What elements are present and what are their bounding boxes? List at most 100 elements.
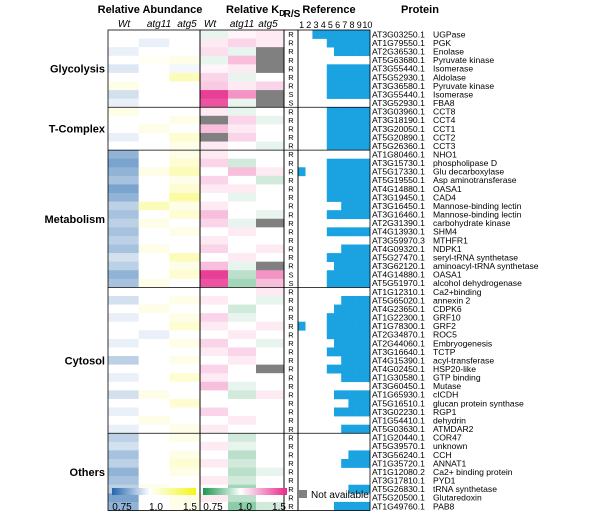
abundance-cell — [169, 424, 201, 434]
protein-label: CAD4 — [433, 192, 456, 202]
reference-cell — [341, 501, 349, 511]
kd-cell — [228, 441, 257, 451]
reference-cell — [355, 158, 364, 168]
kd-cell — [200, 433, 229, 443]
reference-cell — [362, 81, 371, 91]
reference-cell — [334, 321, 342, 331]
locus-label: AT5G20500.1 — [372, 493, 425, 503]
abundance-cell — [169, 184, 201, 194]
reference-cell — [334, 64, 342, 74]
abundance-cell — [138, 501, 170, 511]
kd-cell — [256, 158, 285, 168]
abundance-cell — [138, 347, 170, 357]
kd-cell — [228, 107, 257, 117]
reference-cell — [348, 167, 356, 177]
rs-label: S — [288, 99, 293, 108]
locus-label: AT4G23650.1 — [372, 304, 425, 314]
abundance-cell — [138, 64, 170, 74]
kd-cell — [200, 373, 229, 383]
reference-cell — [362, 501, 371, 511]
protein-label: Isomerase — [433, 64, 473, 74]
reference-cell — [326, 141, 335, 151]
rs-label: R — [288, 485, 294, 494]
kd-cell — [256, 38, 285, 48]
abundance-cell — [169, 493, 201, 503]
locus-label: AT3G16450.1 — [372, 201, 425, 211]
protein-label: acyl-transferase — [433, 355, 494, 365]
reference-cell — [326, 38, 335, 48]
reference-cell — [355, 115, 364, 125]
rs-label: R — [288, 296, 294, 305]
kd-cell — [228, 416, 257, 425]
reference-cell — [348, 253, 356, 262]
abundance-cell — [108, 90, 139, 99]
abundance-cell — [108, 501, 139, 511]
abundance-cell — [108, 467, 139, 477]
abundance-cell — [169, 278, 201, 288]
reference-cell — [334, 407, 342, 417]
locus-label: AT3G16460.1 — [372, 210, 425, 220]
protein-label: Mannose-binding lectin — [433, 201, 522, 211]
rs-label: R — [288, 442, 294, 451]
kd-cell — [228, 175, 257, 185]
reference-cell — [362, 47, 371, 57]
kd-cell — [228, 72, 257, 82]
rs-label: R — [288, 493, 294, 502]
abundance-cell — [138, 373, 170, 383]
reference-cell — [355, 175, 364, 185]
reference-cell — [348, 459, 356, 468]
reference-cell — [334, 501, 342, 511]
protein-label: PGK — [433, 38, 451, 48]
kd-cell — [256, 90, 285, 99]
kd-cell — [256, 235, 285, 245]
reference-cell — [326, 184, 335, 194]
rs-label: R — [288, 219, 294, 228]
abundance-cell — [138, 107, 170, 117]
abundance-cell — [169, 287, 201, 297]
kd-cell — [256, 184, 285, 194]
locus-label: AT4G13930.1 — [372, 227, 425, 237]
abundance-cell — [138, 287, 170, 297]
locus-label: AT4G14880.1 — [372, 184, 425, 194]
locus-label: AT1G49760.1 — [372, 501, 425, 511]
kd-cell — [200, 175, 229, 185]
reference-cell — [362, 407, 371, 417]
rs-label: R — [288, 262, 294, 271]
abundance-cell — [108, 441, 139, 451]
reference-cell — [362, 364, 371, 374]
kd-cell — [200, 55, 229, 65]
kd-cell — [256, 390, 285, 400]
kd-cell — [256, 338, 285, 348]
kd-cell — [200, 150, 229, 159]
protein-label: Asp aminotransferase — [433, 175, 517, 185]
kd-cell — [200, 390, 229, 400]
reference-cell — [341, 261, 349, 271]
reference-cell — [348, 390, 356, 400]
abundance-cell — [169, 38, 201, 48]
kd-cell — [200, 347, 229, 357]
abundance-cell — [108, 244, 139, 254]
kd-cell — [256, 330, 285, 340]
reference-cell — [348, 398, 356, 408]
kd-cell — [256, 356, 285, 365]
rs-label: R — [288, 365, 294, 374]
protein-label: GRF2 — [433, 321, 456, 331]
reference-cell — [326, 330, 335, 340]
reference-cell — [348, 210, 356, 220]
reference-cell — [362, 244, 371, 254]
protein-label: Glutaredoxin — [433, 493, 482, 503]
rs-label: R — [288, 245, 294, 254]
locus-label: AT4G02450.1 — [372, 364, 425, 374]
reference-cell — [334, 261, 342, 271]
kd-cell — [200, 278, 229, 288]
kd-cell — [200, 364, 229, 374]
rs-label: S — [288, 270, 293, 279]
abundance-cell — [169, 47, 201, 57]
abundance-cell — [169, 98, 201, 108]
abundance-cell — [108, 253, 139, 262]
kd-cell — [228, 193, 257, 202]
reference-cell — [341, 184, 349, 194]
kd-cell — [256, 253, 285, 262]
abundance-cell — [108, 381, 139, 391]
kd-cell — [228, 493, 257, 503]
